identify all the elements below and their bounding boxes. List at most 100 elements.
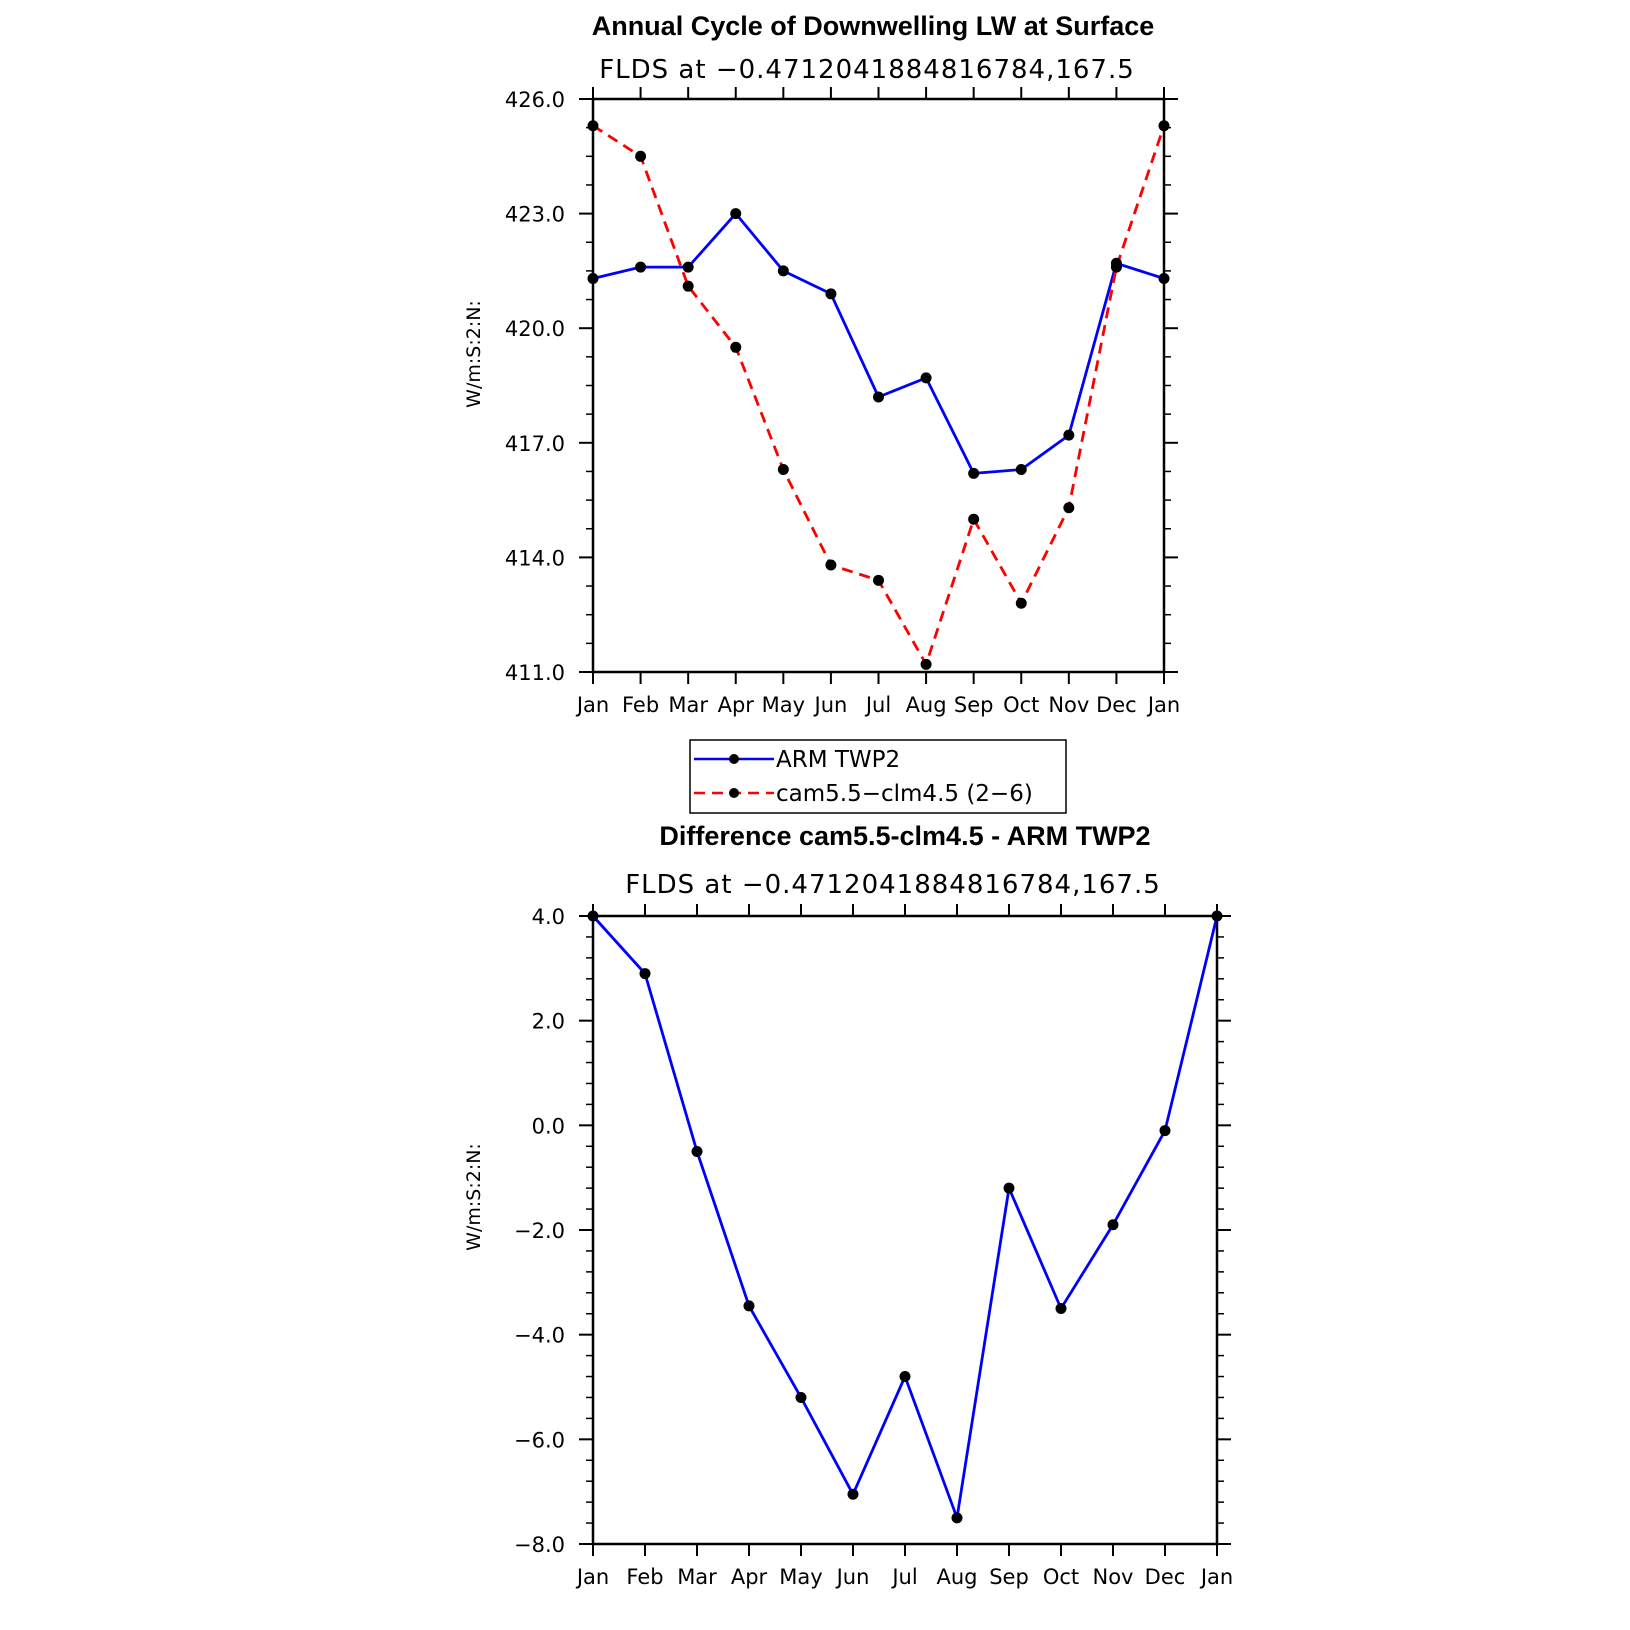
axis-ticks	[579, 904, 1231, 1556]
data-point	[825, 288, 837, 300]
points-layer	[587, 910, 1223, 1524]
data-point	[847, 1488, 859, 1500]
legend-box	[689, 739, 1067, 814]
data-point	[777, 464, 789, 476]
chart-subtitle: FLDS at −0.4712041884816784,167.5	[625, 870, 1161, 900]
data-point	[1158, 120, 1170, 132]
legend-label-model: cam5.5−clm4.5 (2−6)	[776, 781, 1033, 807]
data-point	[730, 208, 742, 220]
legend-marker-arm	[729, 754, 739, 764]
x-tick-label: Nov	[1048, 693, 1089, 717]
y-tick-label: −6.0	[514, 1428, 565, 1452]
x-tick-label: Mar	[677, 1565, 717, 1589]
data-point	[968, 467, 980, 479]
data-point	[899, 1371, 911, 1383]
axis-ticks	[579, 87, 1178, 684]
legend-label-arm: ARM TWP2	[776, 747, 900, 773]
x-tick-label: Jun	[813, 693, 848, 717]
y-axis-label: W/m:S:2:N:	[463, 300, 485, 408]
plot-frame	[591, 914, 1219, 1546]
data-point	[730, 341, 742, 353]
data-point	[635, 261, 647, 273]
points-layer	[587, 120, 1170, 670]
x-tick-label: May	[779, 1565, 822, 1589]
x-tick-label: Dec	[1096, 693, 1137, 717]
chart-subtitle: FLDS at −0.4712041884816784,167.5	[599, 55, 1135, 85]
data-point	[691, 1146, 703, 1157]
y-tick-label: 414.0	[505, 546, 565, 570]
data-point	[1110, 261, 1122, 273]
data-point	[639, 968, 651, 980]
data-point	[951, 1512, 963, 1524]
y-tick-label: −4.0	[514, 1324, 565, 1348]
x-tick-label: Sep	[954, 693, 994, 717]
data-point	[743, 1300, 755, 1312]
y-tick-labels: −8.0 −6.0 −4.0 −2.0 0.0 2.0 4.0	[514, 905, 565, 1557]
data-point	[1158, 273, 1170, 285]
y-tick-labels: 411.0 414.0 417.0 420.0 423.0 426.0	[505, 88, 565, 685]
x-tick-label: Aug	[936, 1565, 977, 1589]
x-tick-label: Aug	[906, 693, 947, 717]
x-tick-label: Jun	[835, 1565, 870, 1589]
y-tick-label: 423.0	[505, 203, 565, 227]
data-point	[1063, 502, 1075, 514]
x-tick-label: Jan	[575, 693, 609, 717]
data-point	[1055, 1303, 1067, 1314]
data-point	[1211, 910, 1223, 922]
y-tick-label: 426.0	[505, 88, 565, 112]
data-point	[1107, 1219, 1119, 1231]
chart-title: Difference cam5.5-clm4.5 - ARM TWP2	[659, 821, 1150, 851]
x-tick-label: Sep	[989, 1565, 1029, 1589]
x-tick-label: Dec	[1145, 1565, 1186, 1589]
data-point	[682, 280, 694, 292]
y-tick-label: 417.0	[505, 432, 565, 456]
x-tick-label: Oct	[1003, 693, 1039, 717]
y-tick-label: 411.0	[505, 661, 565, 685]
data-point	[873, 574, 884, 586]
x-tick-label: Jan	[575, 1565, 609, 1589]
x-tick-label: Oct	[1043, 1565, 1079, 1589]
data-point	[968, 513, 980, 525]
data-point	[777, 265, 789, 277]
chart-title: Annual Cycle of Downwelling LW at Surfac…	[592, 11, 1155, 41]
y-tick-label: 420.0	[505, 317, 565, 341]
legend: ARM TWP2 cam5.5−clm4.5 (2−6)	[689, 739, 1067, 814]
plot-frame	[591, 97, 1166, 674]
data-point	[825, 559, 837, 571]
y-tick-label: 4.0	[532, 905, 565, 929]
y-tick-label: −8.0	[514, 1533, 565, 1557]
x-tick-label: Apr	[718, 693, 755, 717]
x-tick-label: Feb	[626, 1565, 663, 1589]
data-point	[920, 372, 932, 384]
data-point	[795, 1391, 807, 1403]
annual-cycle-chart: Annual Cycle of Downwelling LW at Surfac…	[463, 11, 1180, 814]
x-tick-label: Nov	[1093, 1565, 1134, 1589]
data-point	[1159, 1125, 1171, 1137]
data-point	[587, 273, 599, 285]
data-point	[1015, 464, 1027, 476]
x-tick-label: Mar	[668, 693, 708, 717]
y-tick-label: −2.0	[514, 1219, 565, 1243]
data-point	[587, 910, 599, 922]
series-layer	[591, 915, 1219, 1520]
x-tick-label: Jan	[1199, 1565, 1233, 1589]
legend-marker-model	[729, 788, 739, 798]
y-axis-label: W/m:S:2:N:	[463, 1143, 485, 1251]
y-tick-label: 2.0	[532, 1010, 565, 1034]
data-point	[682, 261, 694, 273]
data-point	[1003, 1182, 1015, 1194]
x-tick-label: Jul	[864, 693, 891, 717]
x-tick-labels: Jan Feb Mar Apr May Jun Jul Aug Sep Oct Nov Dec Jan	[575, 1565, 1233, 1589]
x-tick-label: Apr	[731, 1565, 768, 1589]
series-line	[592, 212, 1165, 475]
data-point	[873, 391, 884, 403]
data-point	[635, 150, 647, 162]
x-tick-label: Jan	[1146, 693, 1180, 717]
y-tick-label: 0.0	[532, 1114, 565, 1138]
x-tick-label: May	[762, 693, 805, 717]
data-point	[1015, 597, 1027, 609]
data-point	[587, 120, 599, 132]
data-point	[920, 658, 932, 670]
series-line	[591, 915, 1219, 1520]
